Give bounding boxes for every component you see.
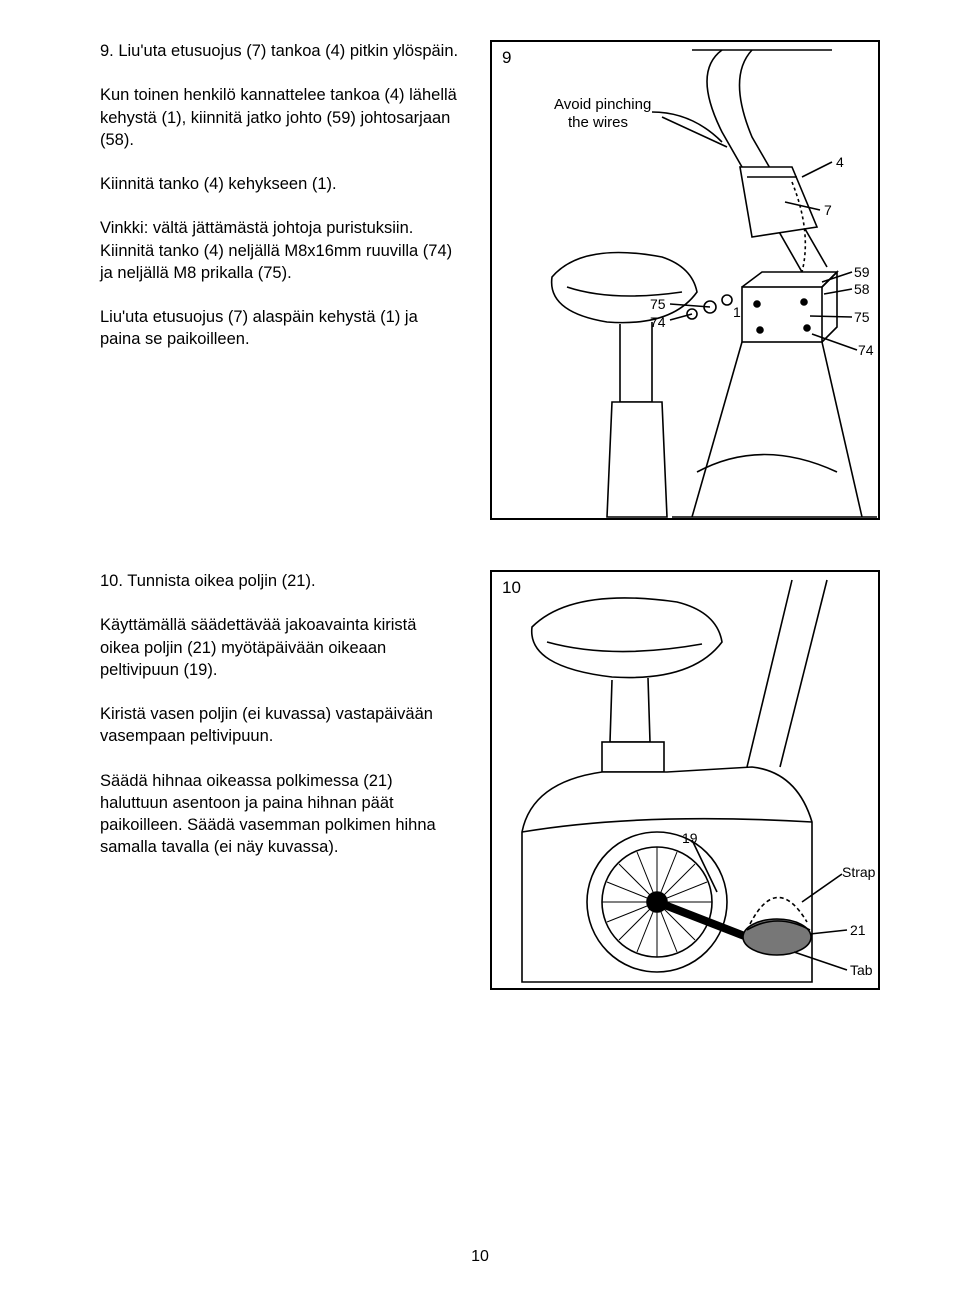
s10-p4: Säädä hihnaa oikeassa polkimessa (21) ha… (100, 770, 460, 859)
fig9-label-7: 7 (824, 202, 832, 218)
s9-p2: Kun toinen henkilö kannattelee tankoa (4… (100, 84, 460, 151)
fig9-label-58: 58 (854, 281, 870, 297)
s9-p3: Kiinnitä tanko (4) kehykseen (1). (100, 173, 460, 195)
s10-p1: 10. Tunnista oikea poljin (21). (100, 570, 460, 592)
page-number: 10 (0, 1248, 960, 1266)
fig10-label-strap: Strap (842, 864, 875, 880)
fig9-label-4: 4 (836, 154, 844, 170)
fig9-label-74a: 74 (650, 314, 666, 330)
text-step-10: 10. Tunnista oikea poljin (21). Käyttämä… (100, 570, 460, 990)
fig9-label-75a: 75 (650, 296, 666, 312)
figure-10-col: 10 (490, 570, 880, 990)
row-step-10: 10. Tunnista oikea poljin (21). Käyttämä… (100, 570, 870, 990)
fig10-label-21: 21 (850, 922, 866, 938)
s10-p2: Käyttämällä säädettävää jakoavainta kiri… (100, 614, 460, 681)
figure-9-col: 9 Avoid pinching the wires (490, 40, 880, 520)
s9-p4: Vinkki: vältä jättämästä johtoja puristu… (100, 217, 460, 284)
fig9-label-1: 1 (733, 304, 741, 320)
figure-9: 9 Avoid pinching the wires (490, 40, 880, 520)
figure-10-svg (492, 572, 882, 992)
fig9-label-74b: 74 (858, 342, 874, 358)
figure-10: 10 (490, 570, 880, 990)
s9-p5: Liu'uta etusuojus (7) alaspäin kehystä (… (100, 306, 460, 351)
figure-9-svg (492, 42, 882, 522)
fig10-label-19: 19 (682, 830, 698, 846)
s10-p3: Kiristä vasen poljin (ei kuvassa) vastap… (100, 703, 460, 748)
fig10-label-tab: Tab (850, 962, 873, 978)
fig9-label-75b: 75 (854, 309, 870, 325)
text-step-9: 9. Liu'uta etusuojus (7) tankoa (4) pitk… (100, 40, 460, 520)
fig9-label-59: 59 (854, 264, 870, 280)
s9-p1: 9. Liu'uta etusuojus (7) tankoa (4) pitk… (100, 40, 460, 62)
row-step-9: 9. Liu'uta etusuojus (7) tankoa (4) pitk… (100, 40, 870, 520)
